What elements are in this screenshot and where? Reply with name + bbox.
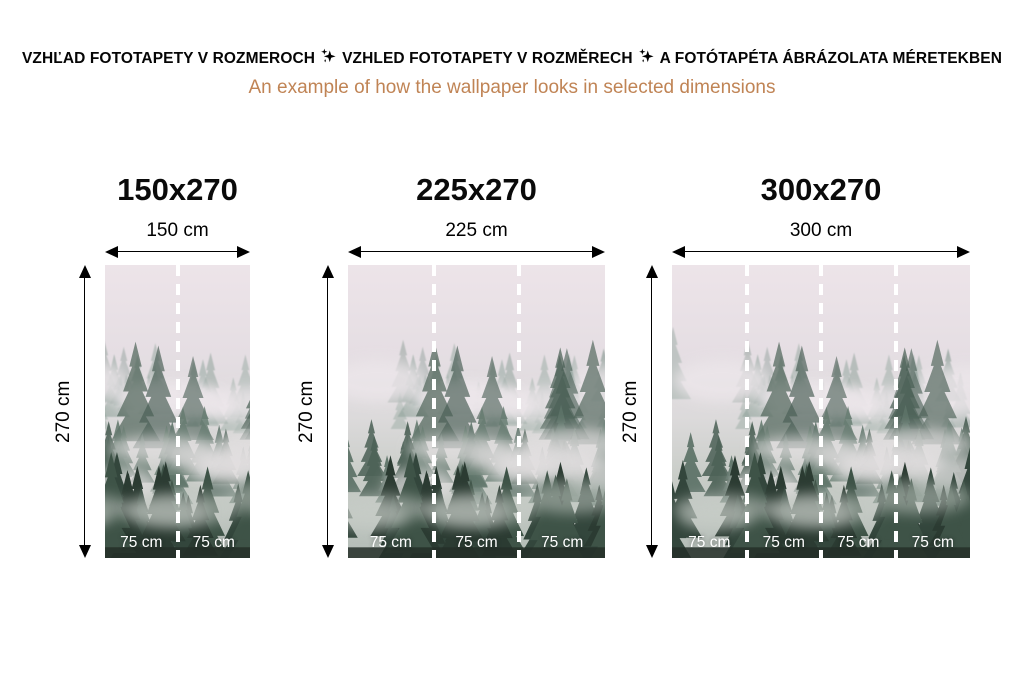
- dimension-line: [650, 268, 653, 555]
- arrowhead-right-icon: [237, 245, 250, 258]
- width-dimension-label: 300 cm: [789, 220, 853, 241]
- height-dimension-arrow: [645, 265, 658, 558]
- width-dimension-arrow: [672, 245, 970, 258]
- wallpaper-figure-225x270: 225x270 225 cm 270 cm 75 cm 75 cm 75 cm: [296, 172, 605, 558]
- arrowhead-down-icon: [321, 545, 334, 558]
- panel-divider-dashed-line: [175, 265, 180, 558]
- panel-divider-dashed-line: [431, 265, 436, 558]
- title-segment-hu: A FOTÓTAPÉTA ÁBRÁZOLATA MÉRETEKBEN: [659, 50, 1002, 67]
- misty-forest-image: [348, 265, 605, 558]
- wallpaper-figure-300x270: 300x270 300 cm 270 cm 75 cm 75 cm 75 cm 75 …: [620, 172, 970, 558]
- wallpaper-preview-image: 75 cm 75 cm 75 cm: [348, 265, 605, 558]
- dimension-line: [83, 268, 86, 555]
- sparkle-icon: [321, 48, 336, 62]
- panel-labels-row: 75 cm 75 cm: [105, 534, 250, 552]
- panel-divider-dashed-line: [744, 265, 749, 558]
- panel-labels-row: 75 cm 75 cm 75 cm: [348, 534, 605, 552]
- header: VZHĽAD FOTOTAPETY V ROZMEROCH VZHLED FOT…: [0, 48, 1024, 99]
- height-dimension-arrow: [78, 265, 91, 558]
- panel-divider-dashed-line: [819, 265, 823, 558]
- panel-labels-row: 75 cm 75 cm 75 cm 75 cm: [672, 534, 970, 552]
- page-subtitle: An example of how the wallpaper looks in…: [248, 77, 776, 98]
- dimension-line: [351, 250, 602, 253]
- dimension-line: [326, 268, 329, 555]
- dimension-line: [675, 250, 967, 253]
- dimension-line: [108, 250, 247, 253]
- panel-divider-dashed-line: [893, 265, 898, 558]
- height-dimension-label: 270 cm: [53, 380, 74, 443]
- width-dimension-label: 150 cm: [146, 220, 209, 241]
- sparkle-icon: [638, 48, 654, 62]
- size-heading: 225x270: [416, 172, 537, 207]
- size-heading: 150x270: [117, 172, 238, 207]
- wallpaper-preview-image: 75 cm 75 cm 75 cm 75 cm: [672, 265, 970, 558]
- width-dimension-arrow: [105, 245, 250, 258]
- arrowhead-right-icon: [957, 245, 970, 258]
- title-segment-sk: VZHĽAD FOTOTAPETY V ROZMEROCH: [21, 50, 316, 67]
- arrowhead-right-icon: [592, 245, 605, 258]
- width-dimension-arrow: [348, 245, 605, 258]
- panel-width-label: 75 cm: [369, 534, 412, 551]
- width-dimension-label: 225 cm: [445, 220, 508, 241]
- page-title: VZHĽAD FOTOTAPETY V ROZMEROCH VZHLED FOT…: [0, 48, 1024, 68]
- panel-width-label: 75 cm: [837, 534, 880, 551]
- panel-width-label: 75 cm: [541, 534, 584, 551]
- height-dimension-arrow: [321, 265, 334, 558]
- size-heading: 300x270: [760, 172, 882, 207]
- arrowhead-down-icon: [78, 545, 91, 558]
- height-dimension-label: 270 cm: [620, 380, 641, 443]
- height-dimension-label: 270 cm: [296, 380, 317, 443]
- arrowhead-down-icon: [645, 545, 658, 558]
- title-segment-cz: VZHLED FOTOTAPETY V ROZMĚRECH: [342, 50, 633, 67]
- panel-width-label: 75 cm: [911, 534, 954, 551]
- panel-width-label: 75 cm: [192, 534, 235, 551]
- panel-divider-dashed-line: [517, 265, 522, 558]
- panel-width-label: 75 cm: [762, 534, 805, 551]
- panel-width-label: 75 cm: [688, 534, 731, 551]
- panel-width-label: 75 cm: [455, 534, 498, 551]
- panel-width-label: 75 cm: [120, 534, 163, 551]
- wallpaper-figure-150x270: 150x270 150 cm 270 cm 75 cm 75 cm: [53, 172, 250, 558]
- wallpaper-preview-image: 75 cm 75 cm: [105, 265, 250, 558]
